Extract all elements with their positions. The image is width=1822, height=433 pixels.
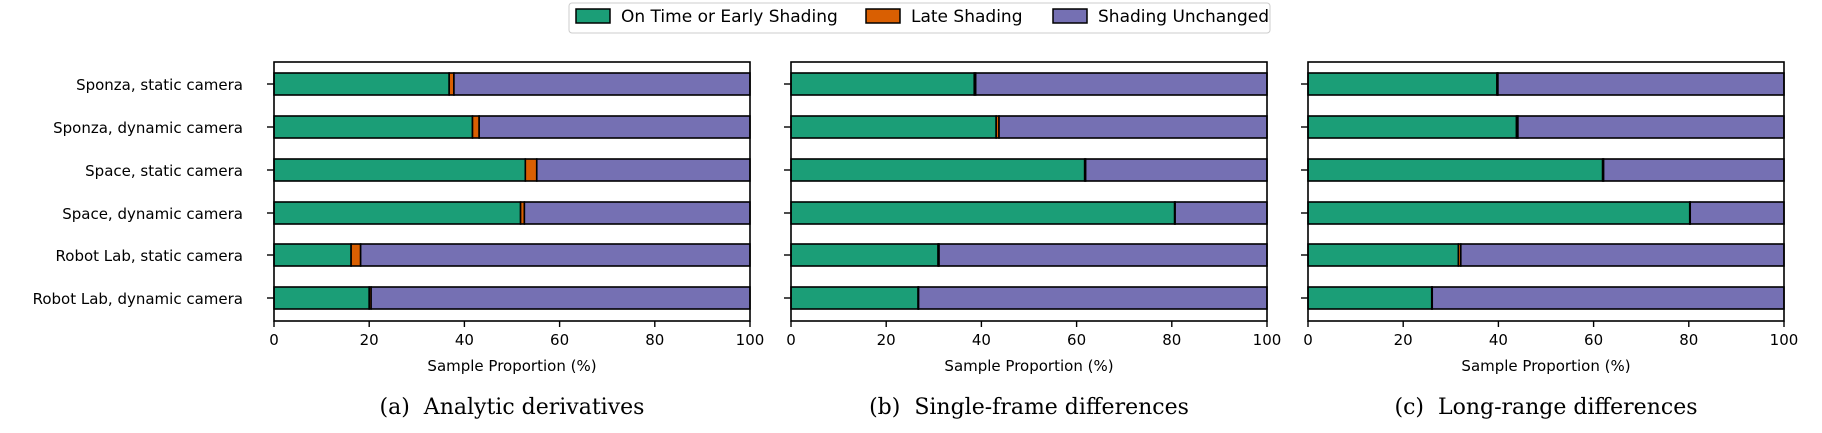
bar-sponza-static-camera-shading-unchanged — [976, 73, 1267, 95]
category-label: Robot Lab, static camera — [56, 247, 243, 265]
category-label: Robot Lab, dynamic camera — [33, 290, 243, 308]
bar-sponza-static-camera-shading-unchanged — [454, 73, 750, 95]
bar-robot-lab-dynamic-camera-on-time-or-early-shading — [791, 287, 918, 309]
bar-space-static-camera-shading-unchanged — [1604, 159, 1784, 181]
panel-caption: (c) Long-range differences — [1394, 395, 1697, 420]
legend-swatch — [576, 9, 610, 23]
bar-robot-lab-static-camera-shading-unchanged — [361, 244, 750, 266]
bar-robot-lab-static-camera-on-time-or-early-shading — [274, 244, 351, 266]
x-tick-label: 0 — [269, 331, 279, 349]
bar-space-static-camera-shading-unchanged — [537, 159, 750, 181]
bar-robot-lab-dynamic-camera-shading-unchanged — [919, 287, 1267, 309]
category-label: Space, static camera — [85, 162, 243, 180]
bar-space-dynamic-camera-on-time-or-early-shading — [274, 202, 521, 224]
bar-robot-lab-static-camera-shading-unchanged — [1461, 244, 1784, 266]
bar-space-static-camera-on-time-or-early-shading — [1308, 159, 1603, 181]
x-tick-label: 20 — [360, 331, 379, 349]
x-axis-label: Sample Proportion (%) — [1461, 357, 1630, 375]
x-tick-label: 100 — [1770, 331, 1799, 349]
bar-sponza-static-camera-shading-unchanged — [1498, 73, 1784, 95]
category-label: Space, dynamic camera — [62, 205, 243, 223]
bar-space-static-camera-shading-unchanged — [1086, 159, 1267, 181]
bar-robot-lab-dynamic-camera-shading-unchanged — [371, 287, 750, 309]
bar-space-dynamic-camera-shading-unchanged — [1690, 202, 1784, 224]
x-tick-label: 0 — [1303, 331, 1313, 349]
bar-sponza-dynamic-camera-shading-unchanged — [999, 116, 1267, 138]
x-tick-label: 80 — [1162, 331, 1181, 349]
bar-robot-lab-dynamic-camera-on-time-or-early-shading — [274, 287, 369, 309]
x-tick-label: 40 — [1489, 331, 1508, 349]
bar-sponza-dynamic-camera-shading-unchanged — [479, 116, 750, 138]
plot-frame — [274, 62, 750, 321]
bar-sponza-dynamic-camera-on-time-or-early-shading — [274, 116, 472, 138]
bar-space-dynamic-camera-on-time-or-early-shading — [791, 202, 1175, 224]
bar-sponza-static-camera-on-time-or-early-shading — [274, 73, 449, 95]
legend-label: Shading Unchanged — [1098, 7, 1269, 27]
bar-space-static-camera-on-time-or-early-shading — [791, 159, 1085, 181]
x-tick-label: 40 — [972, 331, 991, 349]
x-tick-label: 80 — [645, 331, 664, 349]
bar-sponza-static-camera-on-time-or-early-shading — [791, 73, 974, 95]
bar-space-dynamic-camera-on-time-or-early-shading — [1308, 202, 1690, 224]
x-tick-label: 20 — [1394, 331, 1413, 349]
bar-sponza-dynamic-camera-on-time-or-early-shading — [791, 116, 996, 138]
bar-space-static-camera-on-time-or-early-shading — [274, 159, 525, 181]
plot-frame — [1308, 62, 1784, 321]
x-tick-label: 0 — [786, 331, 796, 349]
x-tick-label: 40 — [455, 331, 474, 349]
x-tick-label: 20 — [877, 331, 896, 349]
legend-label: On Time or Early Shading — [621, 7, 838, 27]
bar-sponza-static-camera-on-time-or-early-shading — [1308, 73, 1497, 95]
legend-swatch — [1053, 9, 1087, 23]
bar-sponza-dynamic-camera-on-time-or-early-shading — [1308, 116, 1516, 138]
panel-caption: (b) Single-frame differences — [869, 395, 1189, 420]
x-axis-label: Sample Proportion (%) — [427, 357, 596, 375]
x-tick-label: 60 — [1067, 331, 1086, 349]
bar-space-static-camera-late-shading — [525, 159, 536, 181]
bar-sponza-dynamic-camera-shading-unchanged — [1518, 116, 1784, 138]
bar-robot-lab-dynamic-camera-on-time-or-early-shading — [1308, 287, 1432, 309]
x-tick-label: 60 — [1584, 331, 1603, 349]
legend-swatch — [866, 9, 900, 23]
bar-robot-lab-static-camera-late-shading — [351, 244, 361, 266]
bar-robot-lab-static-camera-shading-unchanged — [939, 244, 1267, 266]
bar-robot-lab-dynamic-camera-shading-unchanged — [1432, 287, 1784, 309]
bar-robot-lab-static-camera-on-time-or-early-shading — [1308, 244, 1458, 266]
panel-caption: (a) Analytic derivatives — [380, 395, 645, 420]
panel-c: 0 20 40 60 80 100 Sample Proportion (%) (c) Lon… — [1301, 62, 1798, 420]
chart-panels: Sponza, static camera Sponza, dynamic cam… — [33, 62, 1799, 420]
category-label: Sponza, static camera — [76, 76, 243, 94]
bar-space-dynamic-camera-shading-unchanged — [524, 202, 750, 224]
plot-frame — [791, 62, 1267, 321]
x-tick-label: 80 — [1679, 331, 1698, 349]
panel-b: 0 20 40 60 80 100 Sample Proportion (%) (b) Sin… — [784, 62, 1281, 420]
x-tick-label: 60 — [550, 331, 569, 349]
legend-label: Late Shading — [911, 7, 1022, 27]
legend: On Time or Early Shading Late Shading Shad… — [569, 3, 1270, 33]
bar-sponza-dynamic-camera-late-shading — [472, 116, 479, 138]
panel-a: Sponza, static camera Sponza, dynamic cam… — [33, 62, 765, 420]
category-label: Sponza, dynamic camera — [53, 119, 243, 137]
x-tick-label: 100 — [1253, 331, 1282, 349]
bar-space-dynamic-camera-shading-unchanged — [1175, 202, 1267, 224]
x-tick-label: 100 — [736, 331, 765, 349]
bar-robot-lab-static-camera-on-time-or-early-shading — [791, 244, 938, 266]
x-axis-label: Sample Proportion (%) — [944, 357, 1113, 375]
